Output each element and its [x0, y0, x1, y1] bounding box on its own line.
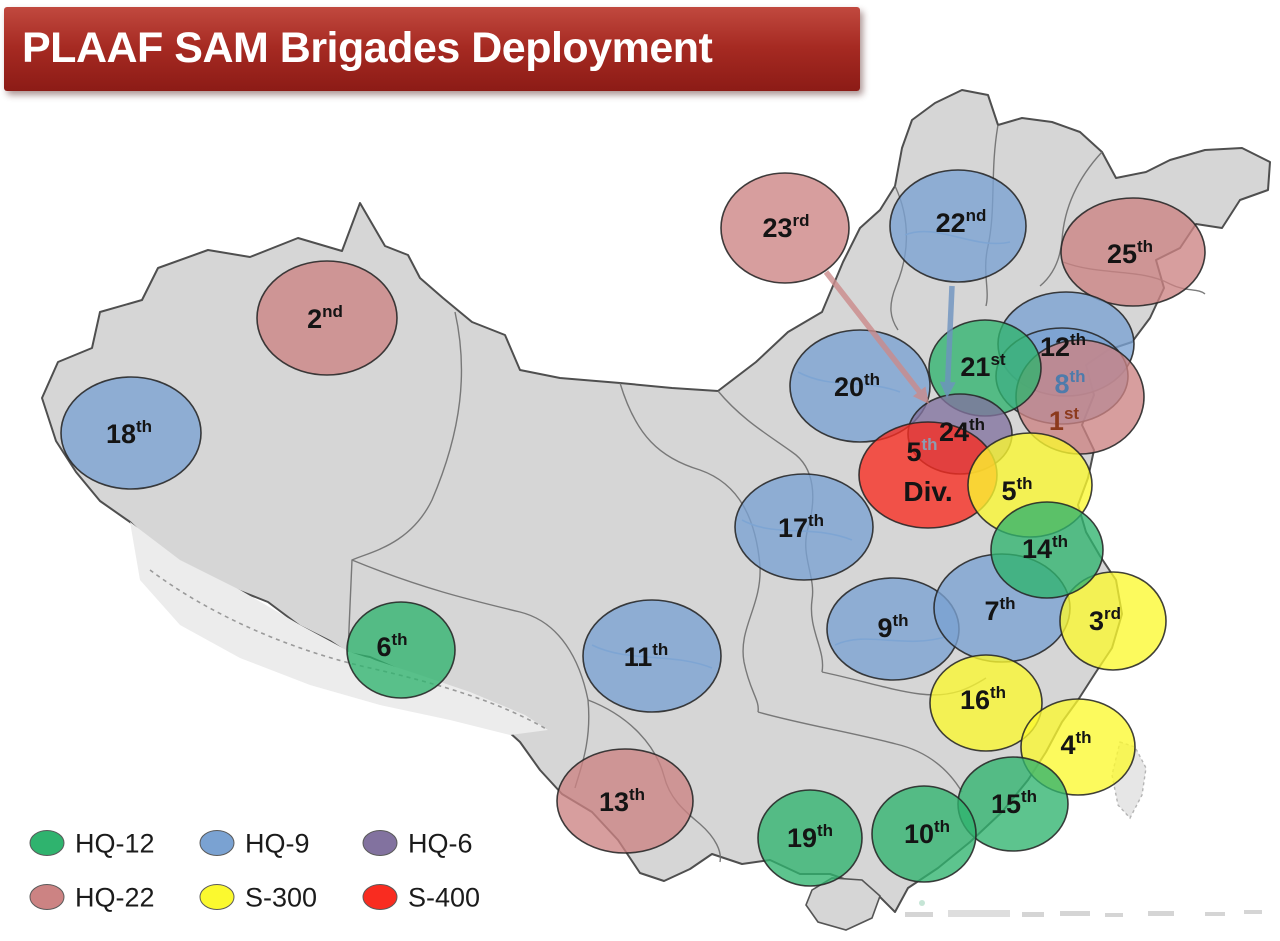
legend-item-hq-9: HQ-9	[199, 829, 310, 859]
legend-item-s-400: S-400	[362, 883, 480, 913]
brigade-19th	[757, 789, 863, 887]
brigade-23rd	[720, 172, 850, 284]
legend-item-hq-6: HQ-6	[362, 829, 473, 859]
legend-label-s-400: S-400	[408, 883, 480, 913]
brigade-3rd	[1059, 571, 1167, 671]
legend-swatch-s-400	[362, 884, 398, 910]
legend-label-hq-6: HQ-6	[408, 829, 473, 859]
brigade-2nd	[256, 260, 398, 376]
legend-label-hq-22: HQ-22	[75, 883, 155, 913]
brigade-label-5th-div: 5th	[906, 435, 937, 467]
page-title: PLAAF SAM Brigades Deployment	[22, 24, 713, 72]
legend-label-hq-12: HQ-12	[75, 829, 155, 859]
brigade-label-1st: 1st	[1049, 404, 1079, 436]
legend-item-s-300: S-300	[199, 883, 317, 913]
legend-label-hq-9: HQ-9	[245, 829, 310, 859]
brigade-label-20th: 20th	[834, 370, 880, 402]
brigade-label-4th: 4th	[1060, 728, 1091, 760]
relocation-arrows	[823, 270, 956, 404]
legend: HQ-12 HQ-9 HQ-6 HQ-22 S-300 S-400	[29, 829, 480, 913]
bottom-artifact	[905, 900, 1262, 917]
legend-swatch-hq-6	[362, 830, 398, 856]
brigade-25th	[1060, 197, 1206, 307]
brigade-6th	[346, 601, 456, 699]
legend-item-hq-12: HQ-12	[29, 829, 155, 859]
legend-label-s-300: S-300	[245, 883, 317, 913]
brigade-labels: 2nd 18th 23rd 22nd 25th 20th 17th 12th 8th 1st 21s…	[106, 206, 1153, 853]
brigade-label-18th: 18th	[106, 417, 152, 449]
brigade-16th	[929, 654, 1043, 752]
brigade-label-17th: 17th	[778, 511, 824, 543]
brigade-10th	[871, 785, 977, 883]
brigade-label-9th: 9th	[877, 611, 908, 643]
brigade-label-5th: 5th	[1001, 474, 1032, 506]
brigade-label-25th: 25th	[1107, 237, 1153, 269]
brigade-label-8th: 8th	[1054, 367, 1085, 399]
brigade-label-15th: 15th	[991, 787, 1037, 819]
brigade-label-11th: 11th	[624, 640, 669, 672]
brigade-label-12th: 12th	[1040, 330, 1086, 362]
arrow-from-23rd	[823, 270, 929, 404]
legend-item-hq-22: HQ-22	[29, 883, 155, 913]
brigade-label-19th: 19th	[787, 821, 833, 853]
disputed-area	[130, 522, 548, 735]
brigade-label-24th: 24th	[939, 415, 985, 447]
brigade-label-14th: 14th	[1022, 532, 1068, 564]
legend-swatch-hq-22	[29, 884, 65, 910]
brigade-13th	[556, 748, 694, 854]
brigade-label-3rd: 3rd	[1089, 604, 1121, 636]
brigade-label-21st: 21st	[960, 350, 1006, 382]
legend-swatch-hq-12	[29, 830, 65, 856]
brigade-18th	[60, 376, 202, 490]
brigade-14th	[990, 501, 1104, 599]
brigade-11th	[582, 599, 722, 713]
legend-swatch-s-300	[199, 884, 235, 910]
arrow-from-22nd	[939, 285, 956, 398]
brigade-label-16th: 16th	[960, 683, 1006, 715]
brigade-label-6th: 6th	[376, 630, 407, 662]
brigade-22nd	[889, 169, 1027, 283]
brigade-label-22nd: 22nd	[936, 206, 987, 238]
brigade-label-13th: 13th	[599, 785, 645, 817]
hainan-island	[805, 877, 881, 931]
legend-swatch-hq-9	[199, 830, 235, 856]
brigade-label-23rd: 23rd	[762, 211, 809, 243]
brigade-17th	[734, 473, 874, 581]
brigade-label-7th: 7th	[984, 594, 1015, 626]
brigade-label-10th: 10th	[904, 817, 950, 849]
title-banner: PLAAF SAM Brigades Deployment	[4, 7, 860, 91]
brigade-label-2nd: 2nd	[307, 302, 343, 334]
brigade-label-line2: Div.	[903, 476, 952, 507]
